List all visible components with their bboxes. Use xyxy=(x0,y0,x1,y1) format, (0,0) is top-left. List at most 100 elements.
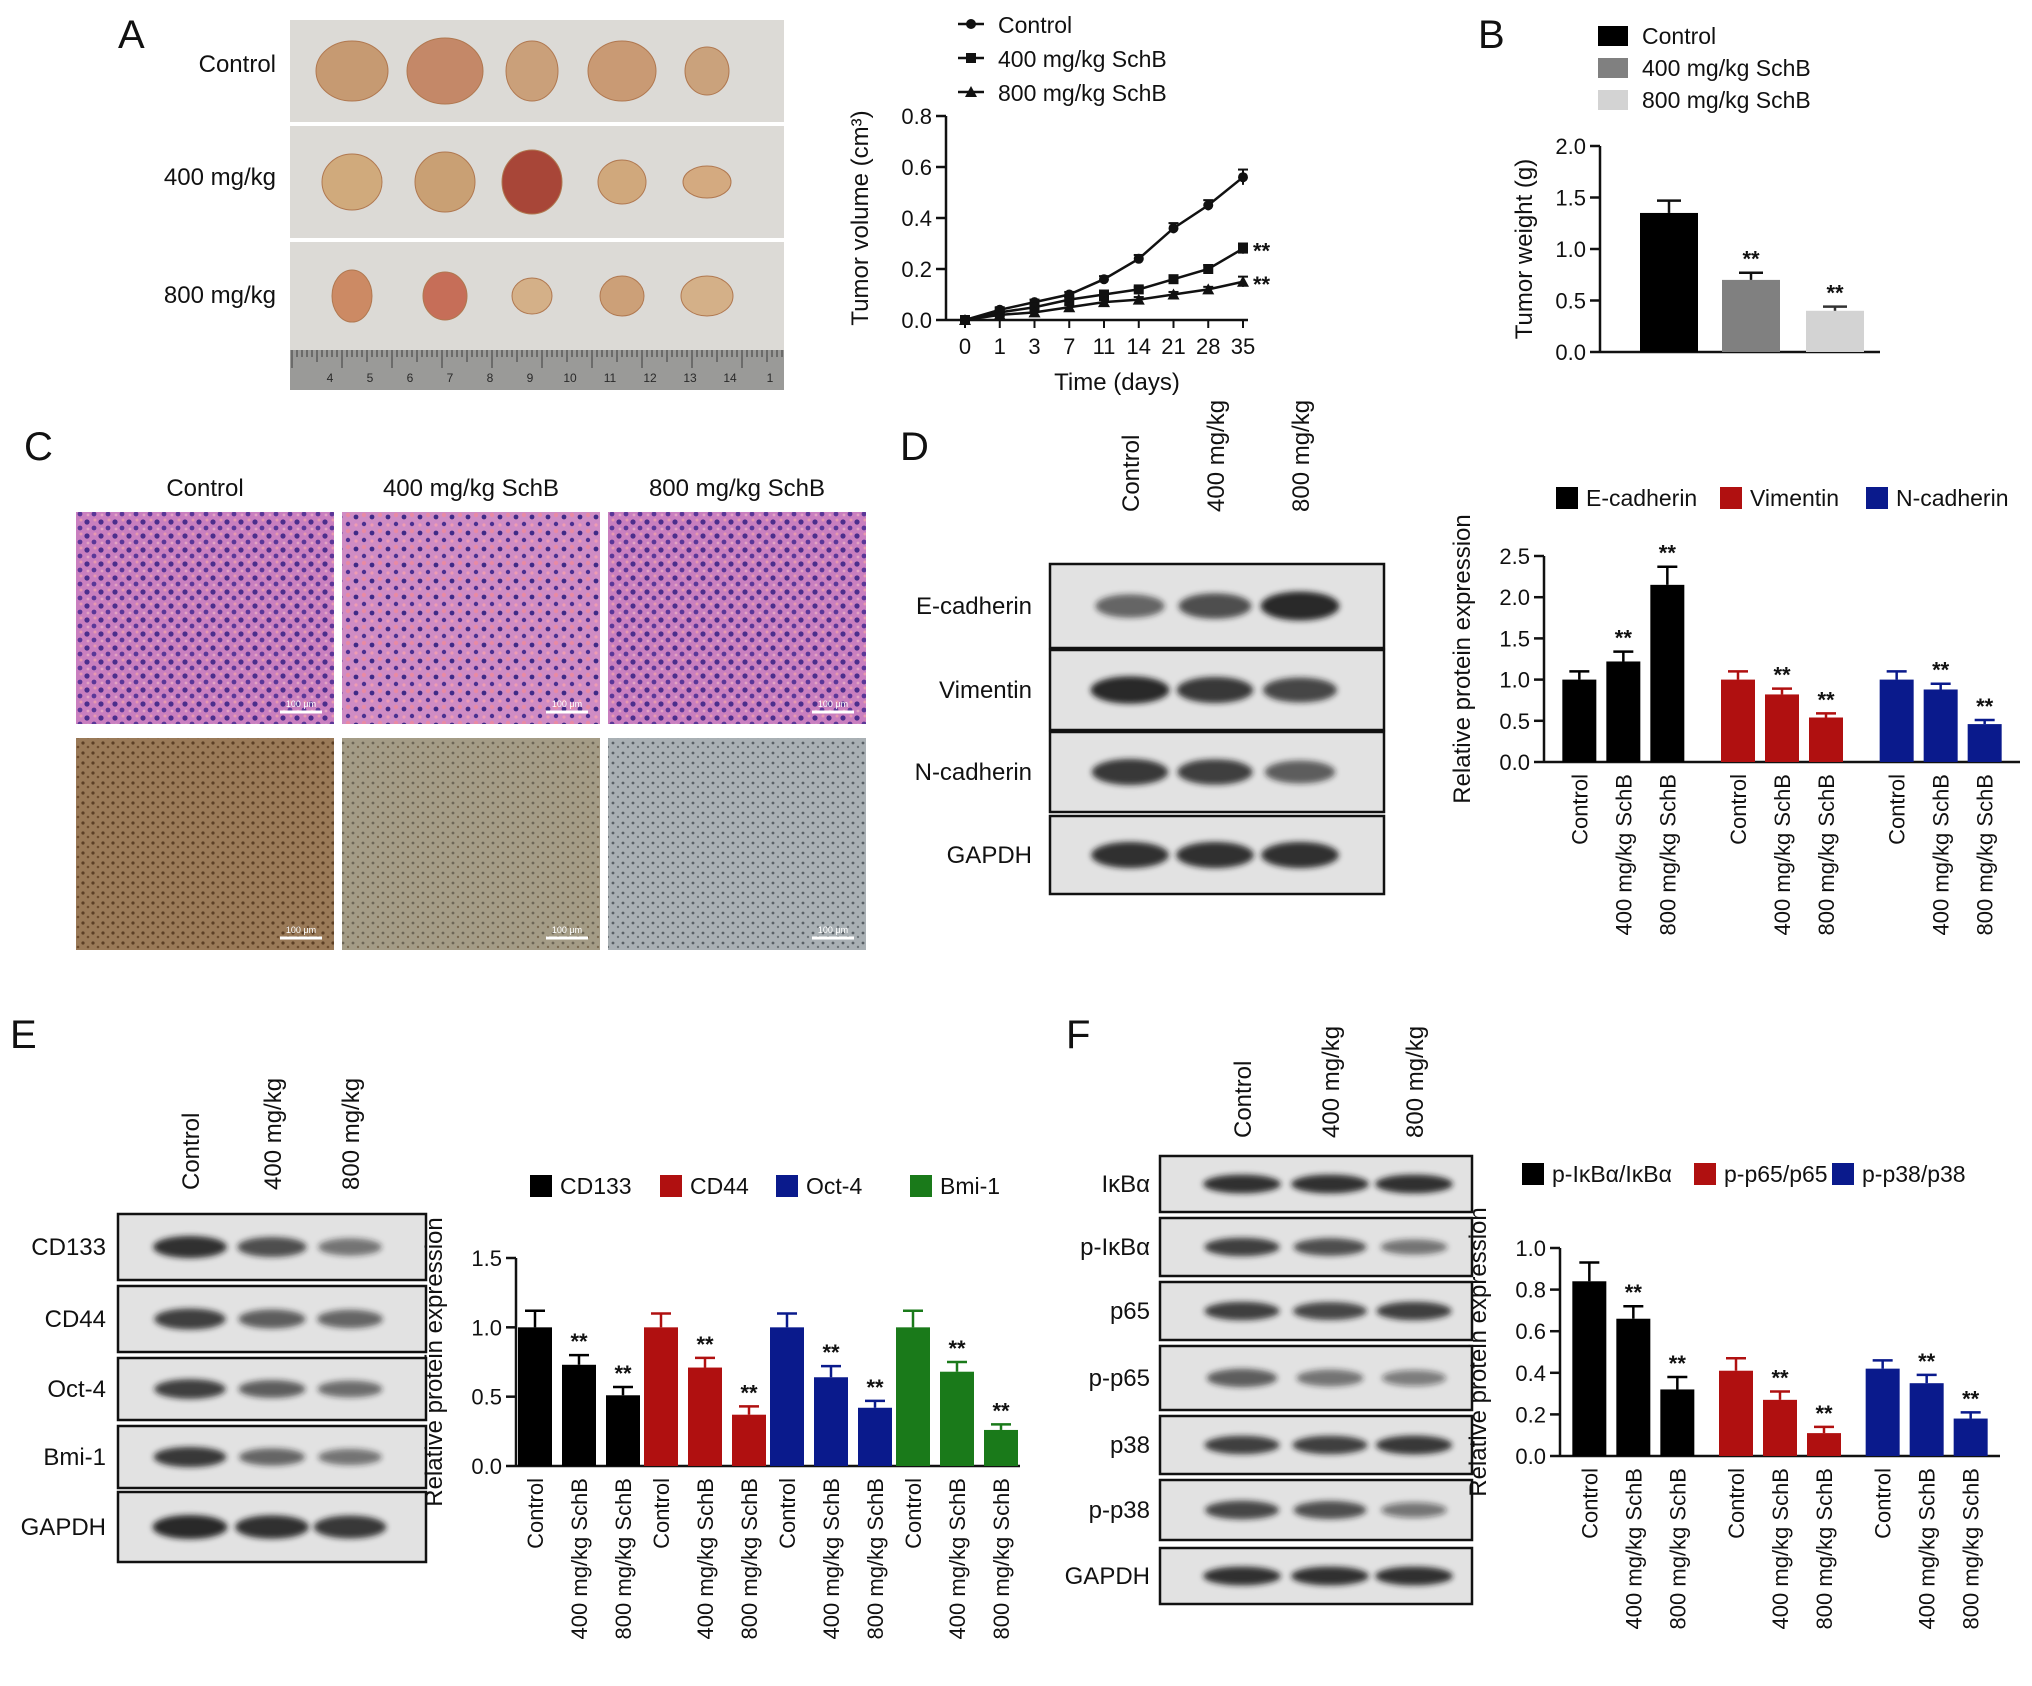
blot-f-row-label: p-p65 xyxy=(1089,1365,1150,1392)
tumor-image xyxy=(511,277,553,315)
tumor-image xyxy=(680,275,734,317)
ruler-number: 14 xyxy=(723,371,737,385)
blot-d-band xyxy=(1261,841,1339,869)
chart-e-significance: ** xyxy=(570,1329,588,1354)
chart-b-bar xyxy=(1640,212,1698,352)
chart-e-x-tick-label: Control xyxy=(775,1478,800,1549)
ruler-number: 9 xyxy=(527,371,534,385)
chart-b-legend-label: 800 mg/kg SchB xyxy=(1642,87,1811,113)
chart-d-x-tick-label: Control xyxy=(1726,774,1751,845)
chart-a-x-tick-label: 28 xyxy=(1196,334,1220,359)
blot-d-row-label: Vimentin xyxy=(939,677,1032,704)
blot-e-band xyxy=(318,1238,382,1256)
chart-e-bar xyxy=(814,1377,848,1466)
chart-e-bar xyxy=(984,1429,1018,1466)
chart-d-bar xyxy=(1879,679,1914,762)
chart-f-y-tick-label: 0.4 xyxy=(1515,1361,1546,1386)
blot-e-row-label: Bmi-1 xyxy=(43,1444,106,1471)
chart-d-y-tick-label: 0.0 xyxy=(1499,750,1530,775)
blot-f-band xyxy=(1381,1370,1447,1386)
blot-d-lane-label: 800 mg/kg xyxy=(1288,400,1315,512)
chart-f-x-tick-label: 800 mg/kg SchB xyxy=(1959,1468,1984,1629)
blot-f-band xyxy=(1291,1174,1369,1194)
ruler-number: 13 xyxy=(683,371,697,385)
chart-a-x-label: Time (days) xyxy=(1054,369,1180,396)
blot-f-lane-label: 400 mg/kg xyxy=(1318,1026,1345,1138)
chart-e-bar xyxy=(644,1327,678,1466)
tumor-image xyxy=(331,269,373,323)
chart-e-bar xyxy=(606,1395,640,1466)
chart-e-x-tick-label: 800 mg/kg SchB xyxy=(863,1478,888,1639)
chart-d-legend-label: Vimentin xyxy=(1750,485,1839,511)
chart-b-legend-swatch xyxy=(1598,58,1628,78)
chart-d-bar xyxy=(1606,661,1641,762)
chart-a-point xyxy=(1168,223,1179,234)
chart-d-bar xyxy=(1923,689,1958,762)
blot-f-band xyxy=(1375,1435,1453,1455)
chart-f-bar xyxy=(1909,1383,1944,1456)
blot-f-row-label: p-IκBα xyxy=(1080,1234,1150,1261)
photo-row-label: 800 mg/kg xyxy=(164,282,276,309)
chart-f-y-tick-label: 1.0 xyxy=(1515,1236,1546,1261)
chart-a-significance: ** xyxy=(1253,272,1271,297)
chart-e-significance: ** xyxy=(866,1375,884,1400)
chart-f-legend-label: p-IκBα/IκBα xyxy=(1552,1161,1672,1187)
chart-d-significance: ** xyxy=(1615,626,1633,651)
tumor-image xyxy=(587,40,657,102)
chart-f-bar xyxy=(1719,1370,1753,1456)
blot-d-band xyxy=(1263,677,1337,703)
chart-d-y-tick-label: 2.5 xyxy=(1499,544,1530,569)
chart-f-legend-swatch xyxy=(1522,1163,1544,1185)
blot-d-band xyxy=(1176,841,1254,869)
chart-d-x-tick-label: 800 mg/kg SchB xyxy=(1655,774,1680,935)
chart-a-legend-label: Control xyxy=(998,12,1072,38)
blot-f-band xyxy=(1375,1566,1453,1586)
chart-e-legend-label: CD44 xyxy=(690,1173,749,1199)
chart-d-significance: ** xyxy=(1817,687,1835,712)
blot-d-band xyxy=(1176,676,1254,704)
tumor-image xyxy=(315,40,389,102)
chart-e-x-tick-label: Control xyxy=(901,1478,926,1549)
chart-e-bar xyxy=(940,1371,974,1466)
chart-a-point xyxy=(1133,284,1144,295)
tumor-image xyxy=(505,40,559,102)
chart-a-point xyxy=(1203,264,1214,274)
chart-f-x-tick-label: 800 mg/kg SchB xyxy=(1812,1468,1837,1629)
blot-e-row-label: CD44 xyxy=(45,1306,106,1333)
chart-f-x-tick-label: 800 mg/kg SchB xyxy=(1665,1468,1690,1629)
chart-e-legend-swatch xyxy=(660,1175,682,1197)
ruler-number: 1 xyxy=(767,371,774,385)
chart-e-y-tick-label: 0.5 xyxy=(471,1385,502,1410)
chart-d-bar xyxy=(1967,724,2002,762)
blot-e-lane-label: 800 mg/kg xyxy=(338,1078,365,1190)
chart-e-legend-label: Bmi-1 xyxy=(940,1173,1000,1199)
blot-d-band xyxy=(1091,758,1169,786)
chart-f-x-tick-label: Control xyxy=(1577,1468,1602,1539)
ruler-number: 11 xyxy=(604,371,617,385)
chart-d-x-tick-label: 400 mg/kg SchB xyxy=(1929,774,1954,935)
chart-f-significance: ** xyxy=(1669,1351,1687,1376)
chart-a-legend-label: 400 mg/kg SchB xyxy=(998,46,1167,72)
blot-e-band xyxy=(154,1379,226,1399)
chart-e-bar xyxy=(518,1327,552,1466)
chart-e-y-label: Relative protein expression xyxy=(421,1217,448,1507)
chart-e-significance: ** xyxy=(948,1336,966,1361)
chart-b-legend-swatch xyxy=(1598,26,1628,46)
blot-f-band xyxy=(1292,1435,1368,1455)
he-stain-image xyxy=(608,512,866,724)
ihc-stain-image xyxy=(342,738,600,950)
ruler-number: 7 xyxy=(447,371,454,385)
chart-f-legend-label: p-p65/p65 xyxy=(1724,1161,1828,1187)
blot-e-band xyxy=(239,1448,305,1466)
chart-b-y-label: Tumor weight (g) xyxy=(1511,159,1538,340)
tumor-image xyxy=(501,149,563,215)
chart-f-bar xyxy=(1572,1281,1607,1456)
blot-f-band xyxy=(1203,1566,1281,1586)
chart-b-significance: ** xyxy=(1826,281,1844,306)
chart-e-x-tick-label: 400 mg/kg SchB xyxy=(945,1478,970,1639)
chart-a-x-tick-label: 35 xyxy=(1231,334,1255,359)
chart-e-bar xyxy=(562,1364,596,1466)
blot-f-lane-label: Control xyxy=(1230,1061,1257,1138)
blot-e-band xyxy=(313,1515,387,1539)
